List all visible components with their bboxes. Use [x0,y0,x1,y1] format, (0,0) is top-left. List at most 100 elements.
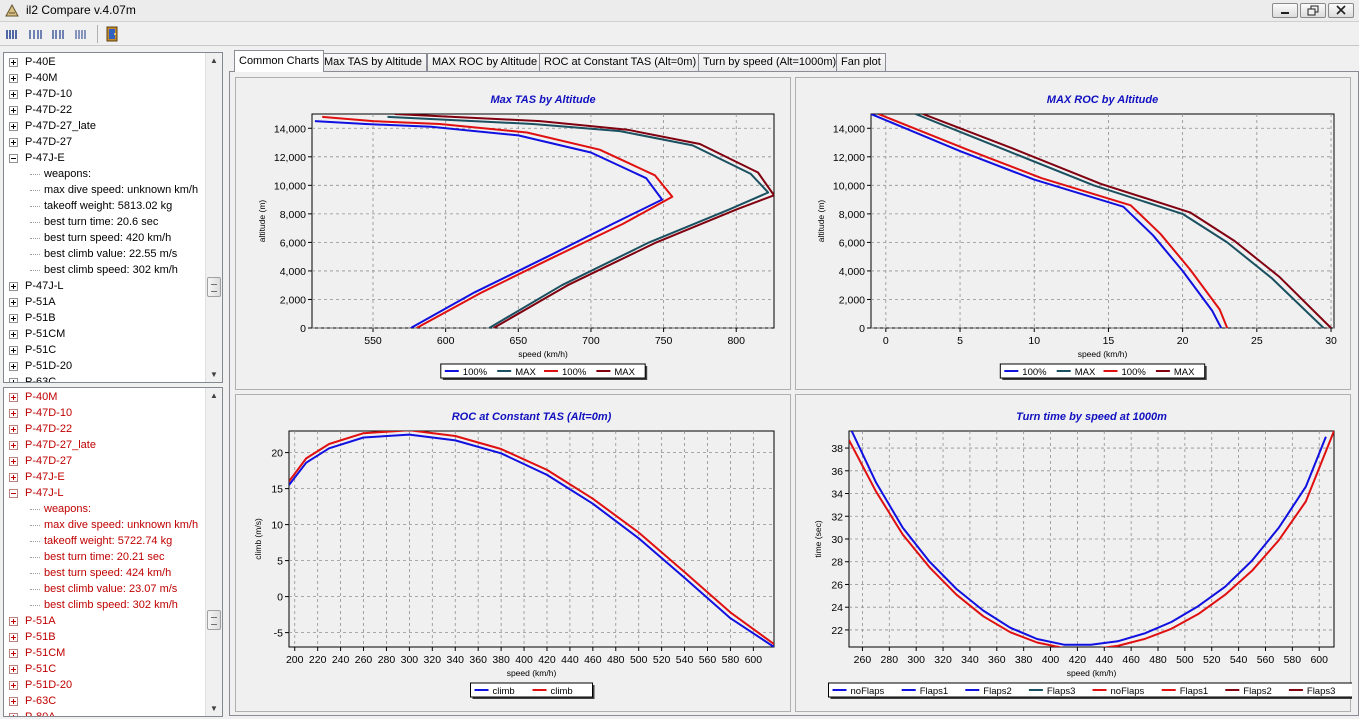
expand-icon[interactable] [9,713,18,716]
expand-icon[interactable] [9,425,18,434]
tree-node-label: P-51D-20 [25,679,73,691]
expand-icon[interactable] [9,681,18,690]
tree-2-scrollbar[interactable]: ▲ ▼ [205,388,222,716]
minimize-button[interactable] [1272,3,1298,18]
legend-label: 100% [562,367,587,378]
expand-icon[interactable] [9,633,18,642]
y-tick-label: 26 [831,579,843,591]
expand-icon[interactable] [9,74,18,83]
aircraft-tree-1[interactable]: P-40E P-40M P-47D-10 P-47D-22 P-47D-27_late P… [3,52,223,383]
scroll-thumb[interactable] [207,610,221,630]
y-tick-label: 0 [300,323,306,335]
expand-icon[interactable] [9,457,18,466]
expand-icon[interactable] [9,138,18,147]
x-tick-label: 10 [1028,335,1040,347]
tab-max-roc[interactable]: MAX ROC by Altitude [427,53,543,72]
expand-icon[interactable] [9,90,18,99]
series-line [871,114,1223,328]
y-tick-label: 20 [271,448,283,460]
tree-leaf-label: best turn time: 20.21 sec [44,551,165,563]
expand-icon[interactable] [9,441,18,450]
x-tick-label: 420 [1069,654,1087,666]
expand-icon[interactable] [9,378,18,382]
tree-node-label: P-80A [25,711,56,717]
tab-max-tas[interactable]: Max TAS by Altitude [319,53,428,72]
y-tick-label: 32 [831,511,843,523]
x-tick-label: 280 [881,654,899,666]
expand-icon[interactable] [9,346,18,355]
tree-connector [30,557,40,558]
tree-node-label: P-40E [25,56,56,68]
scroll-down-icon[interactable]: ▼ [210,370,218,379]
series-line [849,431,1334,647]
y-tick-label: 4,000 [839,266,865,278]
expand-icon[interactable] [9,282,18,291]
series-line [878,114,1229,328]
max-tas-plot: Max TAS by Altitude 550 600 650 700 750 800 0 2,… [257,94,775,380]
tree-node-label: P-47D-22 [25,104,73,116]
expand-icon[interactable] [9,58,18,67]
x-tick-label: 260 [854,654,872,666]
chart-title: MAX ROC by Altitude [1047,94,1158,106]
layout-1-icon[interactable] [4,25,22,43]
x-tick-label: 380 [492,654,510,666]
series-line [394,114,774,328]
expand-icon[interactable] [9,409,18,418]
expand-icon[interactable] [9,697,18,706]
collapse-icon[interactable] [9,489,18,498]
scroll-up-icon[interactable]: ▲ [210,56,218,65]
aircraft-tree-2[interactable]: P-40M P-47D-10 P-47D-22 P-47D-27_late P-47D-… [3,387,223,717]
expand-icon[interactable] [9,122,18,131]
tab-fan-plot[interactable]: Fan plot [836,53,886,72]
scroll-down-icon[interactable]: ▼ [210,704,218,713]
tree-node-label: P-40M [25,72,58,84]
tree-leaf-label: best climb value: 23.07 m/s [44,583,178,595]
x-tick-label: 580 [1284,654,1302,666]
series-line [289,431,774,645]
expand-icon[interactable] [9,330,18,339]
x-tick-label: 5 [957,335,963,347]
y-axis-label: climb (m/s) [253,518,263,560]
layout-4-icon[interactable] [73,25,91,43]
legend-label: Flaps1 [1180,686,1209,697]
scroll-thumb[interactable] [207,277,221,297]
exit-icon[interactable] [104,25,122,43]
x-tick-label: 440 [561,654,579,666]
tree-connector [30,254,40,255]
x-tick-label: 750 [655,335,673,347]
chart-max-roc: MAX ROC by Altitude 0 5 10 15 20 25 30 0 2,000 4,0… [795,77,1351,390]
y-tick-label: 4,000 [280,266,306,278]
tree-node-label: P-51CM [25,647,66,659]
tree-node-label: P-63C [25,695,57,707]
tab-common-charts[interactable]: Common Charts [234,50,325,72]
x-tick-label: 380 [1015,654,1033,666]
expand-icon[interactable] [9,617,18,626]
collapse-icon[interactable] [9,154,18,163]
series-line [387,115,770,328]
legend-label: climb [551,686,573,697]
expand-icon[interactable] [9,665,18,674]
tree-leaf-label: best climb speed: 302 km/h [44,264,178,276]
y-tick-label: 12,000 [274,152,306,164]
tab-turn-by-speed[interactable]: Turn by speed (Alt=1000m) [698,53,842,72]
close-icon [1336,5,1346,15]
expand-icon[interactable] [9,314,18,323]
layout-3-icon[interactable] [50,25,68,43]
expand-icon[interactable] [9,298,18,307]
restore-button[interactable] [1300,3,1326,18]
expand-icon[interactable] [9,106,18,115]
tree-1-scrollbar[interactable]: ▲ ▼ [205,53,222,382]
expand-icon[interactable] [9,649,18,658]
x-tick-label: 300 [907,654,925,666]
expand-icon[interactable] [9,362,18,371]
layout-2-icon[interactable] [27,25,45,43]
expand-icon[interactable] [9,393,18,402]
y-tick-label: 0 [859,323,865,335]
tab-roc-constant-tas[interactable]: ROC at Constant TAS (Alt=0m) [539,53,702,72]
y-tick-label: 36 [831,466,843,478]
x-tick-label: 540 [676,654,694,666]
scroll-up-icon[interactable]: ▲ [210,391,218,400]
close-button[interactable] [1328,3,1354,18]
expand-icon[interactable] [9,473,18,482]
tree-node-label: P-51C [25,344,57,356]
